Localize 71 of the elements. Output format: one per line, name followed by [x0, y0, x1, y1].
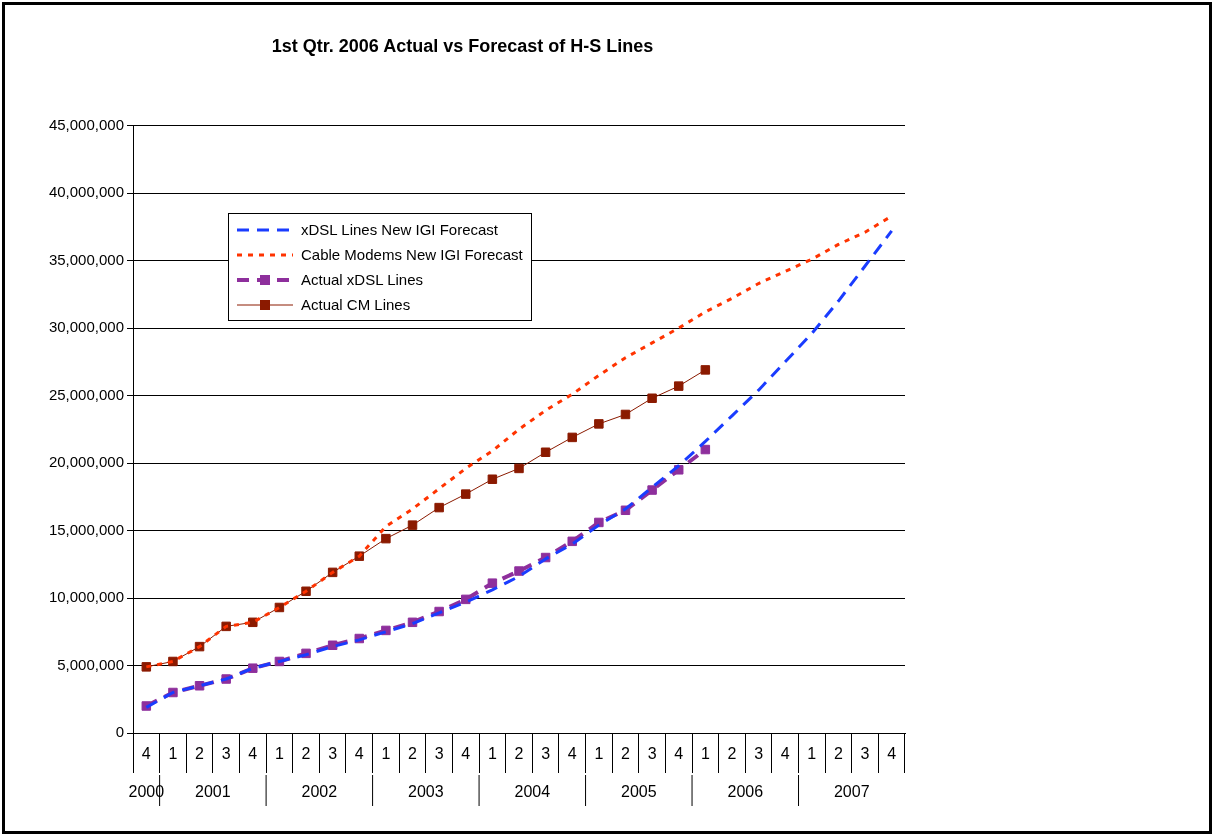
- point: [194, 681, 205, 691]
- x-tick-label: 4: [780, 745, 790, 763]
- point: [487, 578, 498, 588]
- y-tick-label: 15,000,000: [48, 520, 124, 538]
- x-tick-label: 1: [594, 745, 604, 763]
- y-tick-label: 35,000,000: [48, 250, 124, 268]
- x-tick-label: 2: [621, 745, 631, 763]
- x-tick-label: 1: [700, 745, 710, 763]
- x-tick-label: 2: [408, 745, 418, 763]
- text: 2002: [301, 783, 338, 801]
- point: [461, 594, 471, 605]
- point: [434, 502, 444, 513]
- x-tick-label: 4: [674, 745, 684, 763]
- x-tick-label: 2: [301, 745, 311, 763]
- x-tick-label: 1: [487, 745, 497, 763]
- x-tick-label: 4: [461, 745, 471, 763]
- x-tick-label: 3: [328, 745, 338, 763]
- point: [514, 566, 524, 576]
- legend-label: Cable Modems New IGI Forecast: [301, 246, 523, 263]
- x-tick-label: 4: [567, 745, 577, 763]
- legend-label: xDSL Lines New IGI Forecast: [301, 221, 499, 238]
- point: [487, 474, 498, 484]
- x-tick-label: 3: [434, 745, 444, 763]
- point: [620, 409, 631, 420]
- y-tick-label: 30,000,000: [48, 318, 124, 336]
- point: [514, 463, 524, 474]
- point: [461, 489, 471, 499]
- point: [381, 533, 391, 544]
- y-tick-label: 25,000,000: [48, 385, 124, 403]
- x-tick-label: 4: [354, 745, 364, 763]
- x-tick-label: 2: [834, 745, 843, 763]
- point: [673, 381, 684, 391]
- x-tick-label: 3: [754, 745, 764, 763]
- x-tick-label: 4: [248, 745, 258, 763]
- x-tick-label: 1: [381, 745, 391, 763]
- point: [540, 447, 551, 457]
- x-tick-label: 3: [647, 745, 657, 763]
- text: 2007: [833, 783, 870, 801]
- x-tick-label: 3: [541, 745, 551, 763]
- x-tick-label: 2: [727, 745, 737, 763]
- text: 2006: [727, 783, 764, 801]
- x-tick-label: 3: [221, 745, 231, 763]
- y-tick-label: 0: [115, 723, 124, 741]
- y-tick-label: 45,000,000: [48, 115, 124, 133]
- point: [700, 365, 711, 375]
- text: 2003: [408, 783, 444, 801]
- y-tick-label: 5,000,000: [57, 655, 124, 673]
- x-tick-label: 2: [514, 745, 524, 763]
- x-tick-label: 3: [860, 745, 870, 763]
- legend-label: Actual xDSL Lines: [301, 271, 424, 288]
- point: [647, 393, 657, 403]
- text: 2001: [195, 783, 231, 801]
- point: [647, 485, 657, 495]
- text: 2004: [514, 783, 551, 801]
- point: [327, 640, 338, 651]
- point: [700, 444, 711, 455]
- x-tick-label: 1: [274, 745, 284, 763]
- y-tick-label: 10,000,000: [48, 588, 124, 606]
- point: [594, 419, 604, 429]
- x-tick-label: 2: [195, 745, 205, 763]
- y-tick-label: 40,000,000: [48, 183, 124, 201]
- x-tick-label: 4: [887, 745, 897, 763]
- point: [567, 432, 577, 443]
- text: 2005: [621, 783, 657, 801]
- x-tick-label: 1: [807, 745, 817, 763]
- x-tick-label: 4: [141, 745, 151, 763]
- legend-label: Actual CM Lines: [301, 296, 411, 313]
- y-tick-label: 20,000,000: [48, 453, 124, 471]
- x-tick-label: 1: [168, 745, 178, 763]
- chart-title: 1st Qtr. 2006 Actual vs Forecast of H-S Lines: [271, 35, 654, 56]
- point: [407, 520, 418, 530]
